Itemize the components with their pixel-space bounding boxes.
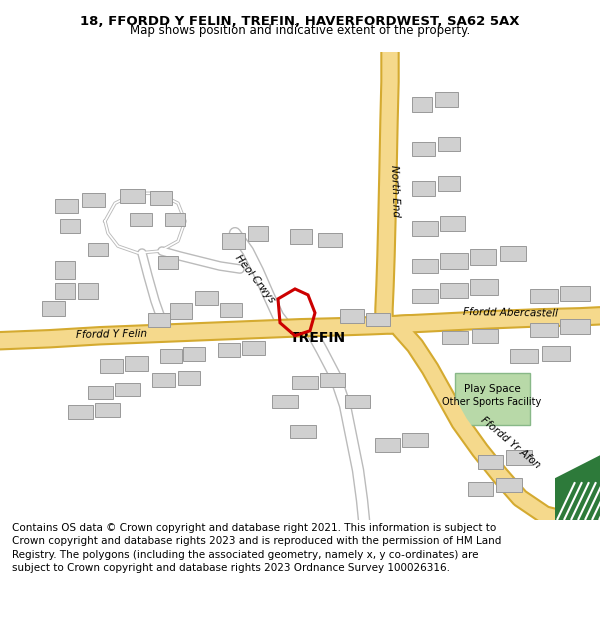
Polygon shape bbox=[242, 341, 265, 354]
Polygon shape bbox=[272, 396, 298, 409]
Text: Heol Crwys: Heol Crwys bbox=[233, 253, 277, 305]
Polygon shape bbox=[438, 136, 460, 151]
Polygon shape bbox=[496, 478, 522, 492]
Polygon shape bbox=[195, 291, 218, 305]
Polygon shape bbox=[60, 219, 80, 233]
Polygon shape bbox=[152, 372, 175, 386]
Polygon shape bbox=[340, 309, 364, 322]
Polygon shape bbox=[100, 359, 123, 372]
Polygon shape bbox=[412, 97, 432, 112]
Polygon shape bbox=[470, 249, 496, 265]
Polygon shape bbox=[115, 382, 140, 396]
Polygon shape bbox=[412, 181, 435, 196]
Polygon shape bbox=[248, 226, 268, 241]
Polygon shape bbox=[412, 289, 438, 303]
Polygon shape bbox=[183, 347, 205, 361]
Text: Ffordd Abercastell: Ffordd Abercastell bbox=[463, 307, 557, 319]
Polygon shape bbox=[470, 279, 498, 295]
Polygon shape bbox=[442, 331, 468, 344]
Polygon shape bbox=[506, 450, 532, 465]
Text: Other Sports Facility: Other Sports Facility bbox=[442, 398, 542, 408]
Polygon shape bbox=[55, 283, 75, 299]
Polygon shape bbox=[468, 482, 493, 496]
Polygon shape bbox=[125, 356, 148, 371]
Polygon shape bbox=[510, 349, 538, 362]
Polygon shape bbox=[290, 229, 312, 244]
Polygon shape bbox=[560, 286, 590, 301]
Polygon shape bbox=[438, 176, 460, 191]
Text: Ffordd Yr Afon: Ffordd Yr Afon bbox=[478, 414, 542, 470]
Polygon shape bbox=[402, 433, 428, 447]
Polygon shape bbox=[120, 189, 145, 203]
Polygon shape bbox=[440, 283, 468, 298]
Polygon shape bbox=[455, 372, 530, 426]
Polygon shape bbox=[68, 406, 93, 419]
Text: TREFIN: TREFIN bbox=[290, 331, 346, 345]
Polygon shape bbox=[292, 376, 318, 389]
Polygon shape bbox=[345, 396, 370, 409]
Polygon shape bbox=[530, 289, 558, 303]
Polygon shape bbox=[170, 303, 192, 319]
Polygon shape bbox=[158, 256, 178, 269]
Polygon shape bbox=[560, 319, 590, 334]
Polygon shape bbox=[218, 342, 240, 357]
Polygon shape bbox=[440, 216, 465, 231]
Polygon shape bbox=[95, 404, 120, 418]
Polygon shape bbox=[318, 233, 342, 247]
Polygon shape bbox=[165, 213, 185, 226]
Polygon shape bbox=[290, 426, 316, 438]
Polygon shape bbox=[42, 301, 65, 316]
Polygon shape bbox=[375, 438, 400, 452]
Polygon shape bbox=[82, 193, 105, 208]
Polygon shape bbox=[55, 199, 78, 213]
Polygon shape bbox=[542, 346, 570, 361]
Polygon shape bbox=[178, 371, 200, 384]
Text: North End: North End bbox=[389, 165, 401, 217]
Polygon shape bbox=[130, 213, 152, 226]
Polygon shape bbox=[160, 349, 182, 362]
Polygon shape bbox=[150, 191, 172, 205]
Polygon shape bbox=[530, 322, 558, 337]
Polygon shape bbox=[412, 221, 438, 236]
Polygon shape bbox=[412, 259, 438, 273]
Polygon shape bbox=[78, 283, 98, 299]
Polygon shape bbox=[88, 243, 108, 256]
Text: Map shows position and indicative extent of the property.: Map shows position and indicative extent… bbox=[130, 24, 470, 38]
Polygon shape bbox=[55, 261, 75, 279]
Text: Contains OS data © Crown copyright and database right 2021. This information is : Contains OS data © Crown copyright and d… bbox=[12, 523, 502, 572]
Polygon shape bbox=[222, 233, 245, 249]
Text: 18, FFORDD Y FELIN, TREFIN, HAVERFORDWEST, SA62 5AX: 18, FFORDD Y FELIN, TREFIN, HAVERFORDWES… bbox=[80, 14, 520, 28]
Polygon shape bbox=[366, 313, 390, 326]
Polygon shape bbox=[220, 303, 242, 317]
Text: Play Space: Play Space bbox=[464, 384, 520, 394]
Polygon shape bbox=[555, 455, 600, 520]
Polygon shape bbox=[435, 92, 458, 107]
Polygon shape bbox=[148, 313, 170, 327]
Text: Ffordd Y Felin: Ffordd Y Felin bbox=[76, 329, 148, 341]
Polygon shape bbox=[88, 386, 113, 399]
Polygon shape bbox=[500, 246, 526, 261]
Polygon shape bbox=[412, 141, 435, 156]
Polygon shape bbox=[320, 372, 345, 386]
Polygon shape bbox=[478, 455, 503, 469]
Polygon shape bbox=[440, 253, 468, 269]
Polygon shape bbox=[472, 329, 498, 342]
